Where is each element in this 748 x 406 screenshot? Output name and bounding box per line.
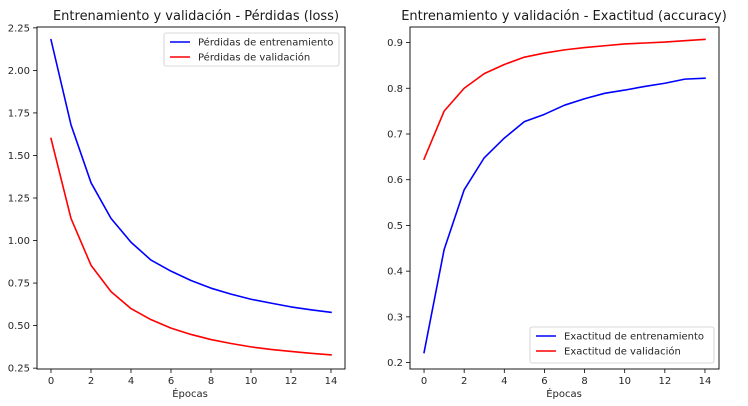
loss-chart-x-tick-label: 0 [48,376,54,387]
accuracy-chart-legend-label-2: Exactitud de validación [564,346,681,358]
accuracy-chart-y-tick-label: 0.2 [387,358,403,369]
loss-chart-y-tick-label: 0.25 [8,364,30,375]
loss-chart-y-tick-label: 1.75 [8,108,30,119]
loss-chart-y-tick-label: 1.50 [8,151,30,162]
accuracy-chart-x-tick-label: 10 [618,376,631,387]
loss-chart-y-tick-label: 0.50 [8,321,30,332]
accuracy-chart-legend-box [529,326,715,364]
loss-chart: Entrenamiento y validación - Pérdidas (l… [8,9,346,400]
accuracy-chart-y-tick-label: 0.7 [387,129,403,140]
accuracy-chart-y-tick-label: 0.5 [387,221,403,232]
loss-chart-y-tick-label: 0.75 [8,279,30,290]
accuracy-chart-x-tick-label: 2 [461,376,467,387]
accuracy-chart-x-tick-label: 4 [501,376,507,387]
accuracy-chart-x-tick-label: 0 [421,376,427,387]
accuracy-chart-legend-label-1: Exactitud de entrenamiento [564,332,704,343]
accuracy-chart-y-tick-label: 0.3 [387,312,403,323]
loss-chart-series-line-2 [50,137,332,356]
loss-chart-x-tick-label: 14 [325,376,338,387]
accuracy-chart-y-tick-label: 0.4 [387,267,403,278]
loss-chart-y-tick-label: 2.25 [8,23,30,34]
loss-chart-x-tick-label: 2 [88,376,94,387]
accuracy-chart-x-tick-label: 12 [658,376,671,387]
accuracy-chart-axes-frame [409,26,720,370]
accuracy-chart-series-line-1 [423,77,706,354]
accuracy-chart: Entrenamiento y validación - Exactitud (… [387,9,727,400]
accuracy-chart-y-tick-label: 0.9 [387,38,403,49]
accuracy-chart-y-tick-label: 0.6 [387,175,403,186]
loss-chart-title: Entrenamiento y validación - Pérdidas (l… [53,9,339,24]
loss-chart-legend-box [163,32,340,67]
loss-chart-x-tick-label: 12 [285,376,298,387]
accuracy-chart-x-tick-label: 8 [581,376,587,387]
loss-chart-y-tick-label: 1.00 [8,236,30,247]
loss-chart-plot: 0 2 4 6 8 10 12 14 0.25 0.50 0.75 1.00 1.25 1.50 1.75 2… [8,23,346,387]
accuracy-chart-x-tick-label: 6 [541,376,547,387]
loss-chart-y-tick-label: 1.25 [8,194,30,205]
accuracy-chart-x-tick-label: 14 [699,376,712,387]
accuracy-chart-plot: 0 2 4 6 8 10 12 14 0.2 0.3 0.4 0.5 0.6 0.7 0.8 0.9 Exact… [387,26,720,387]
loss-chart-y-tick-label: 2.00 [8,66,30,77]
loss-chart-axes-frame [36,26,346,370]
loss-chart-x-axis-label: Épocas [172,387,208,400]
loss-chart-legend: Pérdidas de entrenamiento Pérdidas de val… [163,32,340,67]
loss-chart-x-tick-label: 4 [128,376,134,387]
loss-chart-legend-label-2: Pérdidas de validación [198,52,310,64]
loss-chart-x-tick-label: 6 [168,376,174,387]
accuracy-chart-y-tick-label: 0.8 [387,84,403,95]
accuracy-chart-legend: Exactitud de entrenamiento Exactitud de v… [529,326,715,364]
loss-chart-legend-label-1: Pérdidas de entrenamiento [198,37,333,49]
loss-chart-x-tick-label: 8 [208,376,214,387]
accuracy-chart-series-line-2 [423,38,706,161]
loss-chart-series-line-1 [50,38,332,314]
loss-chart-x-tick-label: 10 [245,376,258,387]
accuracy-chart-title: Entrenamiento y validación - Exactitud (… [401,9,727,24]
accuracy-chart-x-axis-label: Épocas [546,387,582,400]
